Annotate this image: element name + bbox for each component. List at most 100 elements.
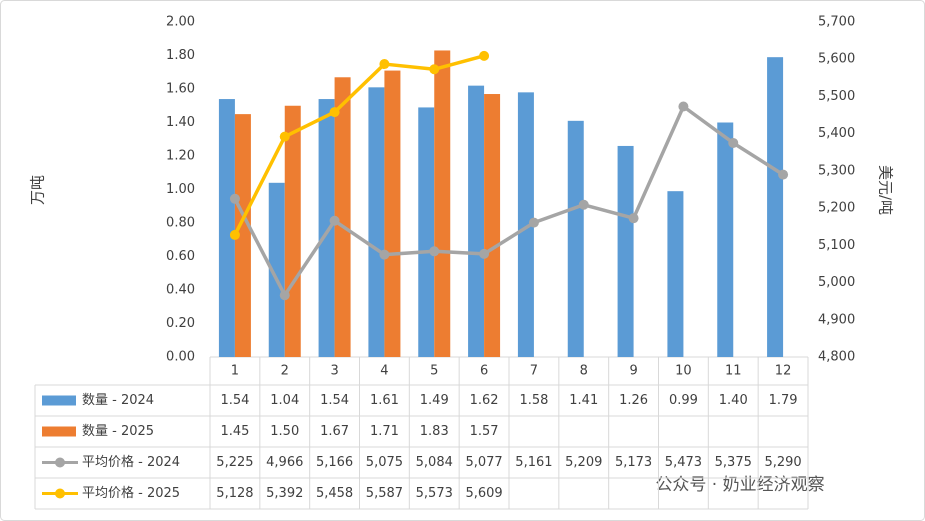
- marker: [628, 213, 639, 224]
- data-label: 1.26: [619, 393, 648, 408]
- legend-key: [42, 426, 76, 437]
- y-tick-label: 0.80: [166, 216, 195, 231]
- y2-tick-label: 5,700: [818, 15, 855, 30]
- data-label: 5,375: [715, 455, 752, 470]
- x-tick-label: 5: [430, 364, 438, 379]
- bar: [484, 94, 501, 358]
- bar: [468, 85, 485, 358]
- bar: [234, 114, 251, 357]
- data-label: 1.67: [320, 424, 349, 439]
- y-tick-label: 1.40: [166, 115, 195, 130]
- y2-tick-label: 5,000: [818, 275, 855, 290]
- y2-tick-label: 5,500: [818, 89, 855, 104]
- bar: [418, 107, 435, 357]
- marker: [279, 290, 290, 301]
- x-tick-label: 3: [330, 364, 338, 379]
- y-tick-label: 2.00: [166, 15, 195, 30]
- y-axis-label: 万吨: [29, 175, 47, 205]
- data-label: 0.99: [669, 393, 698, 408]
- marker: [229, 229, 240, 240]
- marker: [329, 215, 340, 226]
- legend-label: 数量 - 2024: [82, 393, 154, 408]
- data-label: 5,573: [416, 486, 453, 501]
- x-tick-label: 9: [629, 364, 637, 379]
- data-label: 1.58: [519, 393, 548, 408]
- data-label: 1.83: [420, 424, 449, 439]
- bar: [717, 122, 734, 357]
- marker: [279, 131, 290, 142]
- x-tick-label: 4: [380, 364, 388, 379]
- x-tick-label: 11: [725, 364, 742, 379]
- y-tick-label: 0.20: [166, 316, 195, 331]
- x-tick-label: 6: [480, 364, 488, 379]
- data-label: 5,084: [416, 455, 453, 470]
- y2-tick-label: 5,100: [818, 238, 855, 253]
- watermark: 公众号 · 奶业经济观察: [655, 475, 824, 495]
- marker: [379, 59, 390, 70]
- y2-tick-label: 5,200: [818, 201, 855, 216]
- data-label: 5,609: [465, 486, 502, 501]
- data-label: 1.61: [370, 393, 399, 408]
- y2-tick-label: 4,900: [818, 312, 855, 327]
- y-tick-label: 1.80: [166, 48, 195, 63]
- bar: [334, 77, 351, 358]
- marker: [329, 107, 340, 118]
- data-label: 5,225: [216, 455, 253, 470]
- y2-tick-label: 5,400: [818, 126, 855, 141]
- data-label: 1.57: [470, 424, 499, 439]
- y2-tick-label: 5,300: [818, 163, 855, 178]
- data-label: 1.04: [270, 393, 299, 408]
- marker: [429, 246, 440, 257]
- data-label: 5,161: [515, 455, 552, 470]
- bar: [667, 191, 684, 357]
- legend-label: 平均价格 - 2024: [82, 454, 180, 470]
- bar: [218, 99, 235, 358]
- y2-tick-label: 4,800: [818, 350, 855, 365]
- data-label: 5,587: [366, 486, 403, 501]
- bar: [384, 70, 401, 357]
- x-tick-label: 8: [580, 364, 588, 379]
- legend-key: [55, 457, 65, 468]
- bar: [767, 57, 784, 358]
- bar: [517, 92, 534, 357]
- marker: [379, 249, 390, 260]
- data-label: 1.54: [220, 393, 249, 408]
- legend-key: [55, 488, 65, 499]
- bar: [617, 145, 634, 357]
- marker: [678, 101, 689, 112]
- data-label: 1.71: [370, 424, 399, 439]
- y-tick-label: 1.20: [166, 149, 195, 164]
- bar: [268, 182, 285, 357]
- bar: [368, 87, 385, 357]
- data-label: 1.41: [569, 393, 598, 408]
- data-label: 1.54: [320, 393, 349, 408]
- line: [233, 104, 785, 297]
- bar: [567, 120, 584, 357]
- bar: [318, 99, 335, 358]
- x-tick-label: 10: [675, 364, 692, 379]
- bar: [434, 50, 451, 357]
- data-label: 1.50: [270, 424, 299, 439]
- marker: [528, 217, 539, 228]
- x-tick-label: 12: [775, 364, 792, 379]
- data-label: 5,473: [665, 455, 702, 470]
- marker: [479, 248, 490, 259]
- data-label: 1.45: [220, 424, 249, 439]
- data-label: 5,290: [764, 455, 801, 470]
- y-tick-label: 0.00: [166, 350, 195, 365]
- y-tick-label: 0.40: [166, 283, 195, 298]
- y2-axis-label: 美元/吨: [877, 165, 895, 215]
- data-label: 1.79: [769, 393, 798, 408]
- y-tick-label: 0.60: [166, 249, 195, 264]
- data-label: 5,173: [615, 455, 652, 470]
- data-label: 4,966: [266, 455, 303, 470]
- line: [233, 54, 485, 236]
- legend-label: 数量 - 2025: [82, 424, 154, 439]
- data-label: 5,166: [316, 455, 353, 470]
- x-tick-label: 1: [231, 364, 239, 379]
- legend-key: [42, 395, 76, 406]
- data-label: 5,209: [565, 455, 602, 470]
- marker: [778, 169, 789, 180]
- data-label: 5,077: [465, 455, 502, 470]
